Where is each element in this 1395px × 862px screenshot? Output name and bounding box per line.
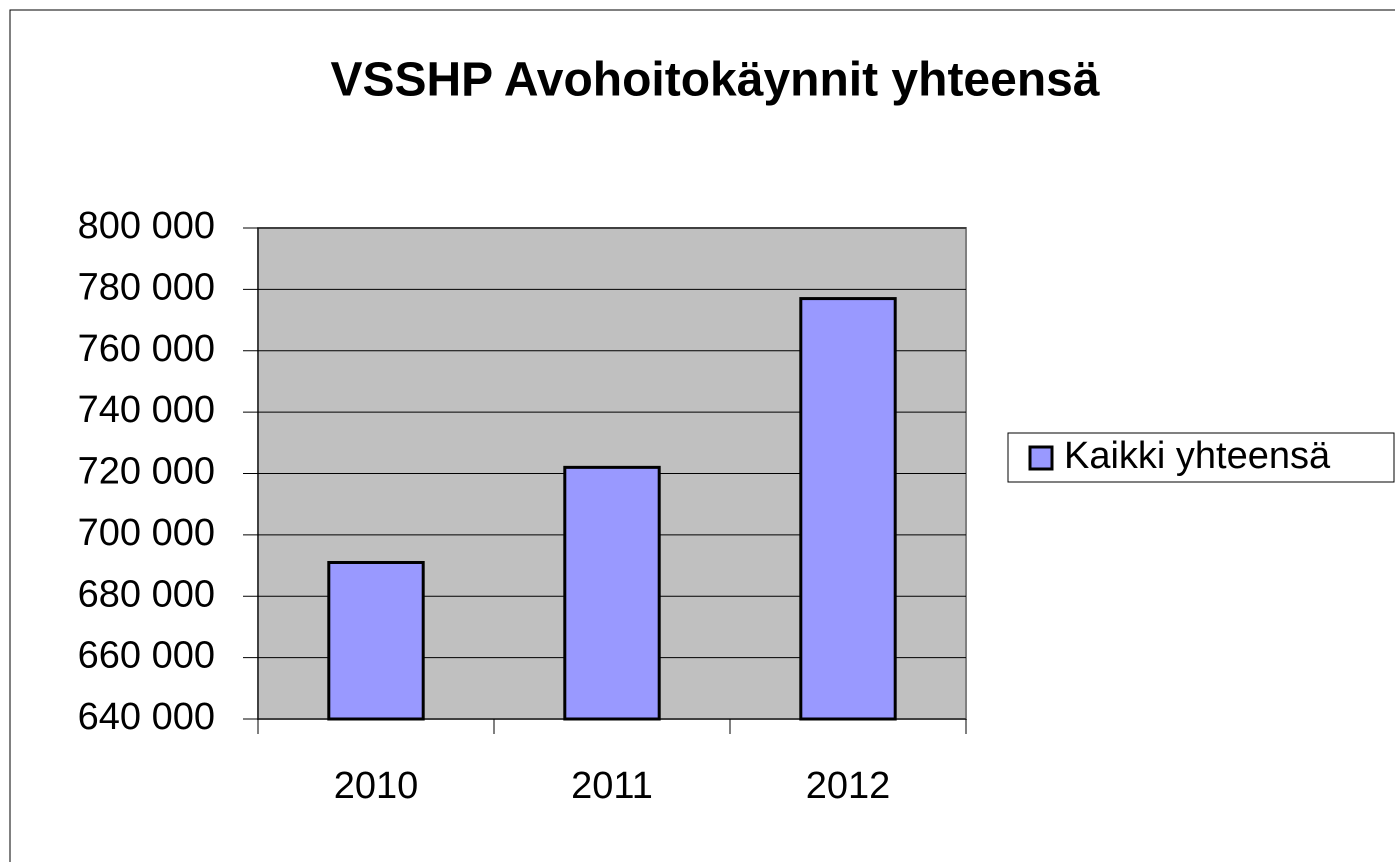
y-tick-label: 720 000 [78,451,215,493]
x-tick-label: 2011 [571,765,653,807]
y-tick-label: 700 000 [78,512,215,554]
x-tick-label: 2012 [806,765,891,807]
legend-box [1007,432,1395,483]
y-tick-label: 760 000 [78,328,215,370]
bar [799,297,897,721]
y-tick-label: 740 000 [78,389,215,431]
y-tick-label: 640 000 [78,696,215,738]
bar [563,465,661,721]
y-tick-label: 660 000 [78,635,215,677]
bar [327,560,425,721]
y-tick-label: 680 000 [78,573,215,615]
legend-label: Kaikki yhteensä [1064,435,1331,477]
legend-swatch [1028,445,1054,471]
x-tick-label: 2010 [334,765,419,807]
y-tick-label: 780 000 [78,266,215,308]
y-tick-label: 800 000 [78,205,215,247]
chart-title: VSSHP Avohoitokäynnit yhteensä [330,54,1099,107]
